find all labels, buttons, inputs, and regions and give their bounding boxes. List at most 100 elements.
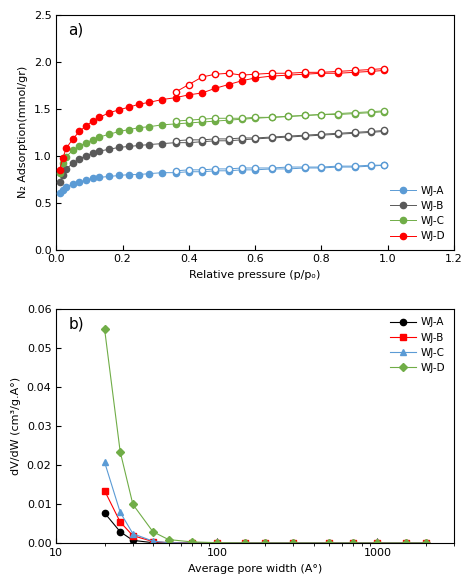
WJ-A bbox=[269, 166, 274, 173]
WJ-B bbox=[326, 539, 332, 546]
WJ-D bbox=[374, 539, 380, 546]
WJ-D bbox=[189, 538, 195, 545]
WJ-B bbox=[291, 539, 296, 546]
Line: WJ-D: WJ-D bbox=[101, 326, 429, 546]
WJ-C bbox=[239, 116, 245, 123]
WJ-D bbox=[64, 144, 69, 152]
WJ-D bbox=[368, 68, 374, 75]
WJ-C bbox=[118, 509, 123, 516]
WJ-A bbox=[60, 186, 66, 193]
X-axis label: Average pore width (A°): Average pore width (A°) bbox=[188, 564, 322, 574]
WJ-C bbox=[97, 133, 102, 140]
WJ-A bbox=[212, 167, 218, 174]
WJ-A bbox=[137, 171, 142, 178]
Line: WJ-C: WJ-C bbox=[56, 109, 388, 176]
WJ-D bbox=[102, 326, 108, 333]
WJ-C bbox=[319, 111, 324, 118]
WJ-C bbox=[382, 108, 387, 115]
WJ-B bbox=[403, 539, 409, 546]
Y-axis label: dV/dW (cm³/g.A°): dV/dW (cm³/g.A°) bbox=[11, 377, 21, 475]
WJ-A bbox=[350, 539, 356, 546]
WJ-A bbox=[352, 164, 357, 171]
WJ-B bbox=[137, 142, 142, 149]
WJ-C bbox=[137, 124, 142, 131]
WJ-D bbox=[127, 104, 132, 111]
Line: WJ-B: WJ-B bbox=[56, 128, 388, 185]
WJ-C bbox=[285, 113, 291, 120]
WJ-B bbox=[335, 130, 341, 137]
WJ-C bbox=[352, 110, 357, 117]
WJ-B bbox=[77, 155, 82, 162]
WJ-C bbox=[252, 115, 258, 122]
WJ-B bbox=[239, 136, 245, 143]
WJ-A bbox=[199, 168, 205, 176]
WJ-D bbox=[107, 109, 112, 116]
WJ-C bbox=[159, 121, 165, 128]
WJ-D bbox=[83, 122, 89, 129]
WJ-A bbox=[107, 173, 112, 180]
WJ-A bbox=[302, 164, 308, 171]
WJ-B bbox=[269, 135, 274, 142]
WJ-B bbox=[107, 146, 112, 153]
WJ-D bbox=[212, 85, 218, 92]
WJ-C bbox=[60, 160, 66, 167]
WJ-C bbox=[57, 169, 63, 176]
WJ-B bbox=[212, 137, 218, 144]
WJ-D bbox=[150, 528, 156, 535]
WJ-A bbox=[70, 180, 76, 187]
WJ-A bbox=[117, 172, 122, 179]
WJ-C bbox=[117, 128, 122, 135]
WJ-C bbox=[90, 136, 96, 143]
WJ-C bbox=[403, 539, 409, 546]
WJ-B bbox=[252, 135, 258, 142]
WJ-C bbox=[226, 116, 231, 123]
WJ-D bbox=[335, 70, 341, 77]
Line: WJ-B: WJ-B bbox=[101, 487, 429, 546]
WJ-D bbox=[186, 91, 191, 98]
WJ-A bbox=[90, 175, 96, 182]
Legend: WJ-A, WJ-B, WJ-C, WJ-D: WJ-A, WJ-B, WJ-C, WJ-D bbox=[387, 183, 449, 245]
WJ-B bbox=[214, 539, 219, 546]
Line: WJ-C: WJ-C bbox=[101, 459, 429, 546]
WJ-A bbox=[57, 190, 63, 197]
WJ-D bbox=[166, 536, 172, 543]
WJ-D bbox=[291, 539, 296, 546]
WJ-B bbox=[302, 133, 308, 140]
WJ-B bbox=[368, 129, 374, 136]
WJ-B bbox=[374, 539, 380, 546]
WJ-D bbox=[214, 539, 219, 546]
WJ-C bbox=[423, 539, 428, 546]
WJ-D bbox=[137, 101, 142, 108]
WJ-B bbox=[186, 139, 191, 146]
WJ-C bbox=[83, 139, 89, 146]
WJ-B bbox=[117, 144, 122, 151]
WJ-D bbox=[226, 81, 231, 88]
WJ-B bbox=[97, 147, 102, 154]
WJ-A bbox=[335, 164, 341, 171]
WJ-A bbox=[186, 168, 191, 176]
WJ-A bbox=[262, 539, 268, 546]
WJ-B bbox=[173, 139, 178, 146]
WJ-C bbox=[214, 539, 219, 546]
WJ-B bbox=[83, 152, 89, 159]
WJ-B bbox=[189, 539, 195, 546]
WJ-B bbox=[102, 487, 108, 494]
WJ-C bbox=[262, 539, 268, 546]
WJ-A bbox=[83, 177, 89, 184]
WJ-A bbox=[77, 178, 82, 185]
WJ-A bbox=[97, 174, 102, 181]
WJ-C bbox=[374, 539, 380, 546]
WJ-C bbox=[199, 119, 205, 126]
WJ-D bbox=[285, 71, 291, 78]
Line: WJ-A: WJ-A bbox=[56, 162, 388, 197]
WJ-A bbox=[239, 166, 245, 173]
Text: b): b) bbox=[68, 316, 84, 331]
WJ-B bbox=[146, 141, 152, 148]
WJ-B bbox=[70, 160, 76, 167]
WJ-B bbox=[166, 539, 172, 546]
WJ-A bbox=[146, 170, 152, 177]
WJ-D bbox=[319, 70, 324, 77]
WJ-B bbox=[199, 138, 205, 145]
WJ-A bbox=[319, 164, 324, 171]
WJ-C bbox=[302, 112, 308, 119]
